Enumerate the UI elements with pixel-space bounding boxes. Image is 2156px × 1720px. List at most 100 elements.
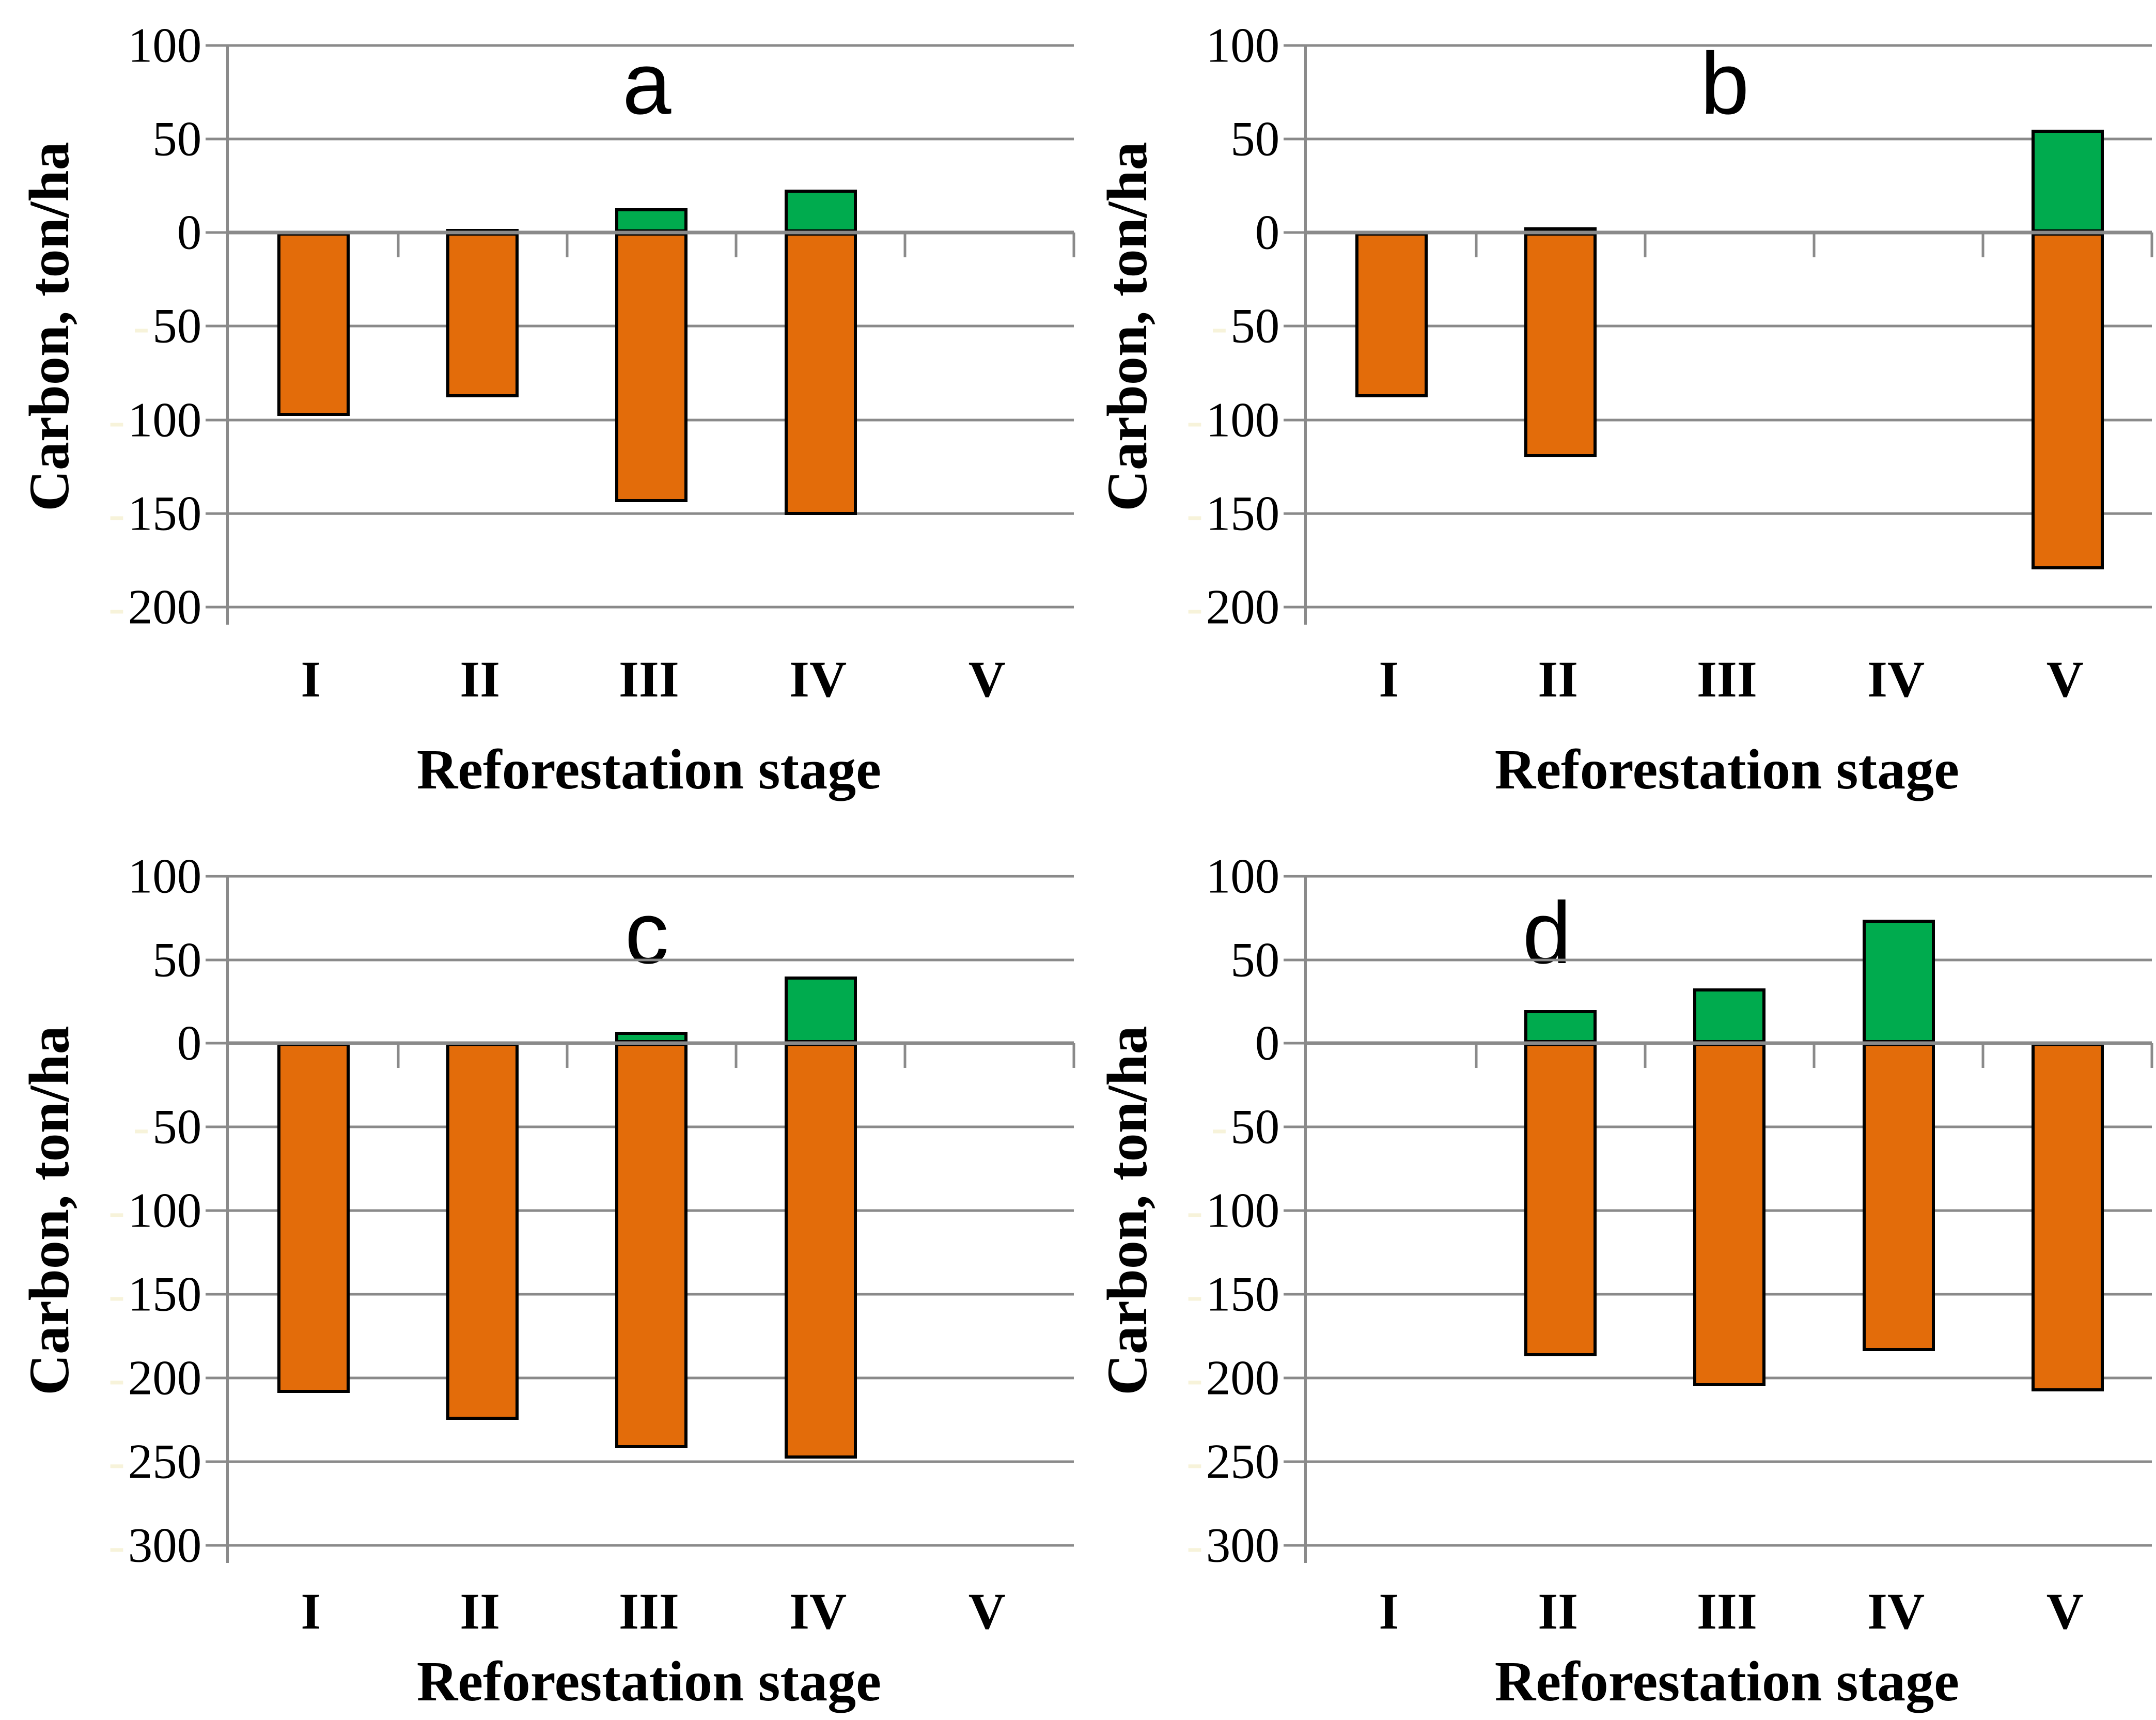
category-label: V	[968, 1583, 1006, 1640]
gridline	[229, 1460, 1074, 1463]
y-tick-label: -150	[1186, 1266, 1279, 1322]
y-axis-tick	[1284, 137, 1328, 141]
x-axis-title: Reforestation stage	[1494, 738, 1959, 801]
negative-sign: -	[108, 1350, 125, 1405]
y-tick-label: 100	[128, 21, 202, 70]
negative-sign: -	[108, 1517, 125, 1573]
y-tick-value: 100	[128, 848, 202, 904]
y-axis-tick	[206, 1293, 250, 1296]
y-axis-tick	[206, 1209, 250, 1212]
y-axis-tick	[1284, 875, 1328, 878]
y-tick-labels: 100 50 0-50-100-150-200-250-300	[0, 851, 202, 1570]
category-label: V	[2046, 650, 2084, 708]
y-axis-tick	[1284, 958, 1328, 962]
x-axis-tick	[397, 1043, 399, 1068]
category-label: IV	[789, 1583, 847, 1640]
y-axis-tick	[206, 1042, 250, 1045]
negative-sign: -	[1186, 1266, 1203, 1322]
x-axis-tick	[2150, 1043, 2153, 1068]
x-axis-tick	[1813, 1043, 1816, 1068]
x-axis-tick	[903, 233, 907, 258]
negative-sign: -	[133, 1099, 150, 1154]
y-tick-value: 0	[177, 1015, 202, 1071]
category-label: V	[968, 650, 1006, 708]
orange-bar	[784, 1043, 857, 1459]
panel-c: Carbon, ton/ha c 100 50 0-50-100-150-200-2…	[0, 851, 1078, 1720]
panel-letter-d: d	[1522, 884, 1572, 982]
x-axis-tick	[566, 1043, 569, 1068]
category-label: V	[2046, 1583, 2084, 1640]
gridline	[229, 606, 1074, 609]
orange-bar	[1355, 233, 1428, 398]
y-axis-tick	[1284, 44, 1328, 47]
y-tick-value: 50	[152, 932, 202, 987]
y-axis-tick	[206, 1376, 250, 1380]
orange-bar	[1862, 1043, 1935, 1352]
x-axis-tick	[735, 233, 738, 258]
gridline	[1307, 958, 2152, 962]
category-label: II	[460, 650, 501, 708]
panel-a: Carbon, ton/ha a 100 50 0-50-100-150-200 I…	[0, 0, 1078, 860]
x-axis-title: Reforestation stage	[416, 738, 881, 801]
x-axis-title: Reforestation stage	[1494, 1650, 1959, 1713]
panel-letter-b: b	[1700, 34, 1749, 133]
y-tick-value: 100	[128, 18, 202, 73]
y-tick-label: 0	[1255, 208, 1280, 257]
category-label: I	[301, 650, 321, 708]
x-axis-tick	[1981, 1043, 1985, 1068]
green-bar	[615, 208, 688, 233]
y-tick-label: -50	[1211, 1099, 1280, 1154]
y-tick-value: 250	[1206, 1434, 1280, 1489]
gridline	[1307, 419, 2152, 422]
y-tick-value: 50	[1230, 1099, 1280, 1154]
plot-area	[206, 44, 1075, 625]
y-axis-tick	[206, 419, 250, 422]
category-label: II	[460, 1583, 501, 1640]
negative-sign: -	[1186, 486, 1203, 541]
gridline	[1307, 606, 2152, 609]
y-tick-value: 300	[1206, 1517, 1280, 1573]
x-axis-tick	[735, 1043, 738, 1068]
y-tick-value: 50	[1230, 932, 1280, 987]
orange-bar	[784, 233, 857, 516]
x-axis-tick	[566, 233, 569, 258]
y-tick-value: 100	[1206, 392, 1280, 447]
y-axis-tick	[206, 1460, 250, 1463]
y-axis-tick	[1284, 1209, 1328, 1212]
category-label: IV	[789, 650, 847, 708]
orange-bar	[2031, 233, 2104, 570]
orange-bar	[1524, 233, 1597, 457]
negative-sign: -	[1186, 579, 1203, 634]
y-axis-tick	[206, 958, 250, 962]
y-tick-label: -200	[108, 582, 201, 631]
gridline	[229, 137, 1074, 141]
negative-sign: -	[1186, 392, 1203, 447]
plot-area	[1284, 44, 2153, 625]
y-tick-label: -200	[1186, 1353, 1279, 1403]
plot-area	[206, 875, 1075, 1563]
x-axis-tick	[1475, 233, 1477, 258]
y-tick-value: 100	[128, 1183, 202, 1238]
y-axis-tick	[1284, 512, 1328, 515]
y-tick-labels: 100 50 0-50-100-150-200	[1078, 21, 1280, 631]
zero-gridline	[1307, 230, 2152, 235]
y-tick-label: 50	[152, 114, 201, 164]
zero-gridline	[229, 230, 1074, 235]
y-tick-label: -100	[108, 395, 201, 444]
y-tick-label: -250	[1186, 1437, 1279, 1486]
y-axis-tick	[1284, 324, 1328, 328]
y-tick-label: 100	[1206, 21, 1280, 70]
y-tick-label: -200	[108, 1350, 201, 1405]
y-axis-tick	[206, 606, 250, 609]
y-tick-label: 50	[1230, 114, 1279, 164]
gridline	[1307, 1544, 2152, 1547]
category-label: II	[1538, 1583, 1579, 1640]
x-axis-tick	[1072, 233, 1075, 258]
negative-sign: -	[108, 392, 125, 447]
negative-sign: -	[108, 579, 125, 634]
y-tick-value: 100	[1206, 18, 1280, 73]
negative-sign: -	[133, 298, 150, 353]
plot-area	[1284, 875, 2153, 1563]
y-axis-tick	[1284, 1042, 1328, 1045]
